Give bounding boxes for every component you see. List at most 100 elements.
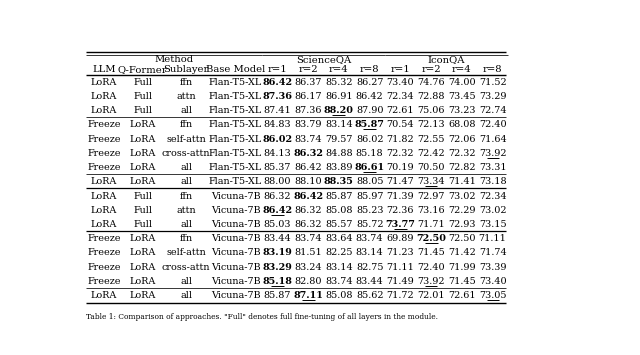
Text: Vicuna-7B: Vicuna-7B	[211, 191, 260, 201]
Text: 85.62: 85.62	[356, 291, 383, 300]
Text: 88.05: 88.05	[356, 177, 383, 186]
Text: 85.23: 85.23	[356, 206, 383, 215]
Text: Flan-T5-XL: Flan-T5-XL	[209, 149, 262, 158]
Text: 74.76: 74.76	[417, 78, 445, 87]
Text: LoRA: LoRA	[129, 135, 156, 144]
Text: 85.18: 85.18	[262, 277, 292, 286]
Text: Freeze: Freeze	[87, 248, 121, 257]
Text: Full: Full	[133, 106, 152, 115]
Text: 83.14: 83.14	[356, 248, 383, 257]
Text: 71.82: 71.82	[387, 135, 414, 144]
Text: 71.39: 71.39	[387, 191, 414, 201]
Text: 86.32: 86.32	[294, 206, 322, 215]
Text: 73.39: 73.39	[479, 263, 506, 272]
Text: ScienceQA: ScienceQA	[296, 55, 351, 65]
Text: 86.32: 86.32	[264, 191, 291, 201]
Text: 70.50: 70.50	[417, 163, 445, 172]
Text: 87.41: 87.41	[264, 106, 291, 115]
Text: LoRA: LoRA	[91, 78, 117, 87]
Text: 83.24: 83.24	[294, 263, 322, 272]
Text: LoRA: LoRA	[91, 206, 117, 215]
Text: 69.89: 69.89	[387, 234, 414, 243]
Text: LoRA: LoRA	[129, 177, 156, 186]
Text: 86.17: 86.17	[294, 92, 322, 101]
Text: 87.36: 87.36	[294, 106, 322, 115]
Text: LoRA: LoRA	[129, 234, 156, 243]
Text: 85.03: 85.03	[264, 220, 291, 229]
Text: 72.32: 72.32	[387, 149, 414, 158]
Text: 74.00: 74.00	[448, 78, 476, 87]
Text: Freeze: Freeze	[87, 277, 121, 286]
Text: Flan-T5-XL: Flan-T5-XL	[209, 177, 262, 186]
Text: 71.52: 71.52	[479, 78, 506, 87]
Text: LoRA: LoRA	[129, 248, 156, 257]
Text: 73.40: 73.40	[387, 78, 414, 87]
Text: 73.05: 73.05	[479, 291, 506, 300]
Text: 73.40: 73.40	[479, 277, 506, 286]
Text: Vicuna-7B: Vicuna-7B	[211, 277, 260, 286]
Text: 79.57: 79.57	[325, 135, 353, 144]
Text: LoRA: LoRA	[91, 177, 117, 186]
Text: LoRA: LoRA	[129, 163, 156, 172]
Text: 86.02: 86.02	[262, 135, 292, 144]
Text: 71.23: 71.23	[387, 248, 414, 257]
Text: 83.44: 83.44	[356, 277, 383, 286]
Text: 71.45: 71.45	[417, 248, 445, 257]
Text: ffn: ffn	[180, 120, 193, 130]
Text: 86.61: 86.61	[355, 163, 385, 172]
Text: 85.87: 85.87	[264, 291, 291, 300]
Text: 83.89: 83.89	[325, 163, 353, 172]
Text: all: all	[180, 277, 192, 286]
Text: 72.34: 72.34	[387, 92, 414, 101]
Text: 84.88: 84.88	[325, 149, 353, 158]
Text: 82.75: 82.75	[356, 263, 383, 272]
Text: LoRA: LoRA	[129, 149, 156, 158]
Text: LoRA: LoRA	[91, 92, 117, 101]
Text: 85.57: 85.57	[325, 220, 353, 229]
Text: 72.55: 72.55	[417, 135, 445, 144]
Text: 73.31: 73.31	[479, 163, 506, 172]
Text: 86.02: 86.02	[356, 135, 383, 144]
Text: 71.49: 71.49	[387, 277, 414, 286]
Text: 83.79: 83.79	[294, 120, 322, 130]
Text: all: all	[180, 177, 192, 186]
Text: LoRA: LoRA	[129, 263, 156, 272]
Text: 86.42: 86.42	[356, 92, 383, 101]
Text: 72.06: 72.06	[448, 135, 476, 144]
Text: Flan-T5-XL: Flan-T5-XL	[209, 92, 262, 101]
Text: 73.18: 73.18	[479, 177, 506, 186]
Text: 83.74: 83.74	[294, 234, 322, 243]
Text: 72.82: 72.82	[448, 163, 476, 172]
Text: 72.32: 72.32	[448, 149, 476, 158]
Text: 85.87: 85.87	[325, 191, 353, 201]
Text: 72.93: 72.93	[448, 220, 476, 229]
Text: 83.74: 83.74	[294, 135, 322, 144]
Text: Freeze: Freeze	[87, 120, 121, 130]
Text: 72.50: 72.50	[416, 234, 446, 243]
Text: 87.11: 87.11	[293, 291, 323, 300]
Text: Vicuna-7B: Vicuna-7B	[211, 248, 260, 257]
Text: 88.20: 88.20	[324, 106, 354, 115]
Text: Vicuna-7B: Vicuna-7B	[211, 234, 260, 243]
Text: Q-Former: Q-Former	[118, 65, 168, 74]
Text: 86.42: 86.42	[262, 78, 292, 87]
Text: Flan-T5-XL: Flan-T5-XL	[209, 78, 262, 87]
Text: 73.23: 73.23	[448, 106, 476, 115]
Text: 72.88: 72.88	[417, 92, 445, 101]
Text: 72.34: 72.34	[479, 191, 506, 201]
Text: 73.92: 73.92	[479, 149, 506, 158]
Text: 71.72: 71.72	[387, 291, 414, 300]
Text: 72.50: 72.50	[448, 234, 476, 243]
Text: r=2: r=2	[421, 65, 441, 74]
Text: 86.37: 86.37	[294, 78, 322, 87]
Text: IconQA: IconQA	[428, 55, 465, 65]
Text: r=1: r=1	[268, 65, 287, 74]
Text: Flan-T5-XL: Flan-T5-XL	[209, 120, 262, 130]
Text: r=8: r=8	[360, 65, 380, 74]
Text: 88.10: 88.10	[294, 177, 322, 186]
Text: ffn: ffn	[180, 234, 193, 243]
Text: Vicuna-7B: Vicuna-7B	[211, 263, 260, 272]
Text: 72.13: 72.13	[417, 120, 445, 130]
Text: 83.44: 83.44	[264, 234, 291, 243]
Text: 85.08: 85.08	[325, 206, 353, 215]
